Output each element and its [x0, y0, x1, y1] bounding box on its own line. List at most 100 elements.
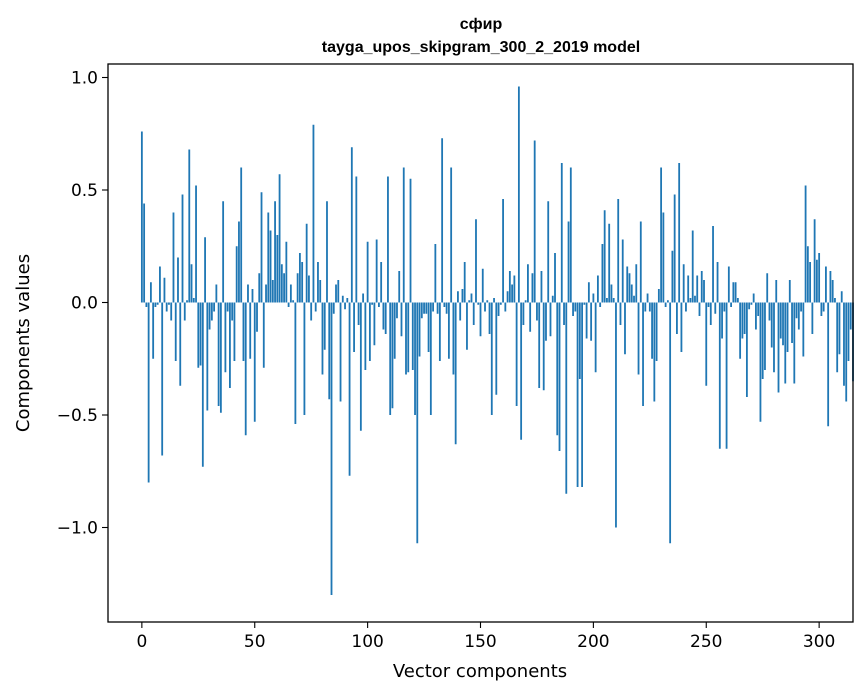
bar [488, 302, 491, 334]
bar [475, 219, 477, 303]
bar [596, 275, 599, 303]
bar [457, 291, 459, 303]
bar [238, 221, 240, 303]
bar [630, 284, 633, 303]
bar [165, 302, 168, 312]
bar [811, 302, 814, 334]
bar [321, 302, 324, 375]
bar [730, 302, 732, 307]
bar [831, 280, 834, 303]
bar [436, 302, 439, 314]
bar [827, 302, 830, 427]
bar [626, 266, 629, 303]
bar [637, 302, 640, 375]
bar [409, 178, 412, 303]
bar [163, 277, 166, 303]
bar [644, 302, 647, 312]
bar [265, 284, 267, 303]
bar [806, 246, 809, 303]
bar [603, 210, 606, 303]
bar [276, 235, 279, 303]
bar [655, 302, 658, 361]
bar [619, 302, 622, 325]
bar [362, 293, 365, 303]
bar [793, 302, 796, 384]
bar [199, 302, 202, 366]
bar [797, 302, 800, 330]
bar [847, 302, 850, 361]
bar [849, 302, 852, 330]
bar [253, 302, 256, 422]
bar [517, 86, 520, 303]
bar [676, 302, 678, 334]
bar [572, 302, 574, 316]
bar [206, 302, 209, 411]
bar [380, 262, 383, 303]
bar [181, 194, 184, 303]
bar [639, 221, 642, 303]
bar [210, 302, 213, 321]
bar [441, 138, 444, 303]
bar [569, 167, 572, 303]
bar [698, 302, 701, 316]
y-axis-label: Components values [13, 254, 34, 432]
bar [834, 298, 836, 303]
bar [617, 199, 620, 303]
bar [504, 302, 507, 312]
bar [788, 280, 791, 303]
bar [414, 302, 416, 415]
bar [274, 201, 276, 303]
x-axis-label: Vector components [393, 661, 567, 682]
bar [768, 302, 771, 321]
x-axis-ticks: 0 50 100 150 200 250 300 [136, 622, 835, 652]
bar [251, 289, 254, 303]
bar [298, 253, 301, 303]
bar [378, 302, 380, 307]
bar [337, 280, 340, 303]
bar [592, 293, 595, 303]
bar [353, 302, 355, 352]
bar [434, 244, 437, 303]
y-tick-label: 1.0 [71, 69, 98, 89]
bar [725, 302, 728, 449]
bar [391, 302, 394, 409]
bar [502, 199, 504, 303]
bar [757, 302, 760, 316]
bar [292, 300, 295, 303]
bar [188, 149, 191, 303]
bar [233, 302, 236, 361]
bar [524, 300, 527, 303]
bar [159, 266, 161, 303]
bar [341, 295, 344, 303]
bar [389, 302, 392, 415]
bar [800, 302, 802, 312]
bar [382, 302, 385, 330]
bar [149, 282, 152, 303]
bar [400, 302, 403, 337]
x-tick-label: 300 [803, 632, 835, 652]
bar [231, 302, 234, 321]
bar [709, 302, 712, 325]
bars-group [140, 86, 854, 595]
bar [554, 253, 556, 303]
bar [445, 302, 448, 314]
bar [560, 163, 563, 303]
bar [594, 302, 597, 373]
bar [305, 223, 308, 303]
bar [612, 298, 615, 303]
bar [651, 302, 653, 359]
bar [332, 302, 335, 314]
bar [825, 266, 827, 303]
bar [229, 302, 231, 388]
bar [375, 239, 378, 303]
bar [364, 302, 367, 370]
bar [301, 262, 304, 303]
bar [177, 257, 179, 303]
bar [249, 302, 252, 359]
bar [411, 302, 414, 370]
bar [438, 302, 441, 361]
bar [179, 302, 182, 386]
bar [154, 302, 157, 307]
bar [714, 302, 717, 314]
bar [416, 302, 419, 544]
